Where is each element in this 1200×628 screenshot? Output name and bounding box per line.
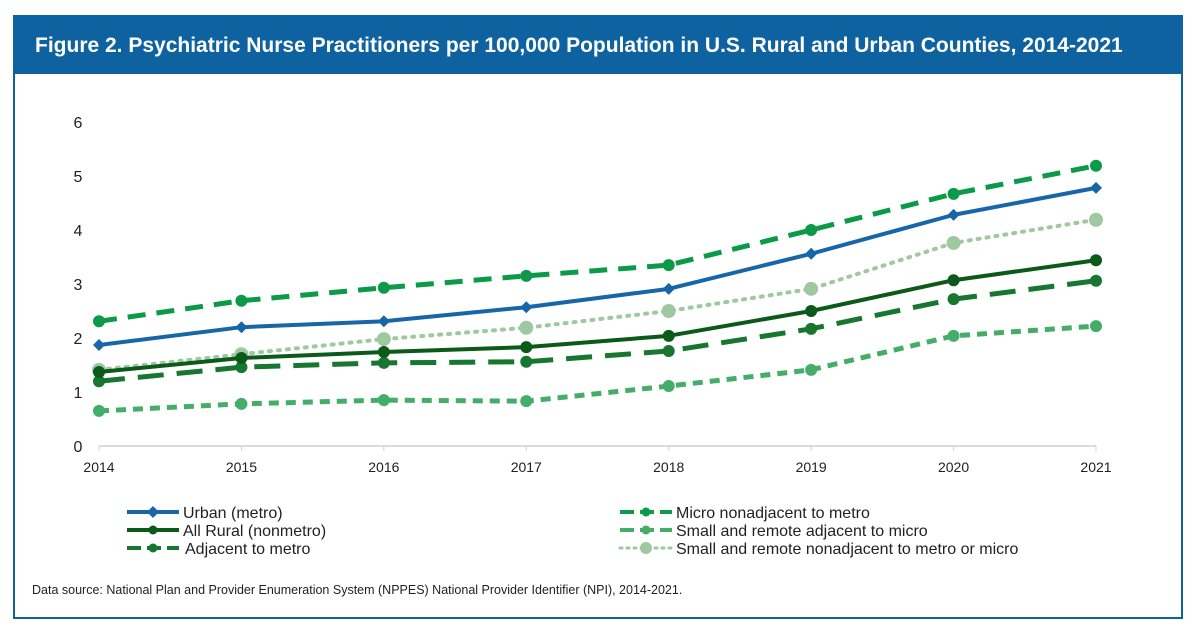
legend-label: Small and remote adjacent to micro: [676, 523, 928, 540]
legend-swatch-marker: [148, 543, 158, 553]
data-point: [377, 315, 390, 328]
data-point: [662, 259, 675, 272]
x-tick-label: 2014: [83, 459, 114, 475]
y-tick-label: 4: [74, 223, 83, 240]
y-tick-label: 5: [74, 169, 83, 186]
data-point: [377, 346, 390, 359]
legend-item: All Rural (nonmetro): [127, 523, 326, 540]
legend-label: All Rural (nonmetro): [183, 523, 326, 540]
legend-swatch-marker: [641, 507, 651, 517]
data-point: [235, 397, 248, 410]
data-point: [235, 321, 248, 334]
x-tick-label: 2021: [1080, 459, 1111, 475]
y-tick-label: 0: [74, 439, 83, 456]
y-tick-label: 6: [74, 115, 83, 132]
data-point: [662, 380, 675, 393]
data-point: [1090, 159, 1102, 172]
legend-label: Urban (metro): [183, 505, 283, 522]
series-line: [98, 163, 1097, 324]
data-point: [947, 208, 960, 221]
data-point: [377, 281, 390, 294]
legend-swatch-marker: [640, 542, 652, 554]
data-point: [1090, 254, 1102, 267]
legend-item: Small and remote adjacent to micro: [620, 523, 928, 540]
data-point: [520, 395, 533, 408]
series-line: [98, 258, 1097, 375]
data-point: [805, 247, 818, 260]
y-tick-label: 1: [74, 385, 83, 402]
data-point: [805, 305, 818, 317]
data-point: [1089, 212, 1103, 227]
data-point: [1090, 181, 1102, 194]
legend-item: Micro nonadjacent to metro: [620, 505, 870, 522]
data-point: [377, 356, 390, 369]
data-point: [947, 187, 960, 200]
data-point: [947, 274, 960, 287]
data-source-note: Data source: National Plan and Provider …: [32, 583, 683, 597]
data-point: [1090, 320, 1102, 333]
series-line: [98, 323, 1097, 414]
legend-label: Adjacent to metro: [185, 541, 311, 558]
series-line: [98, 278, 1097, 384]
data-point: [93, 404, 105, 417]
data-point: [662, 344, 675, 357]
legend-item: Adjacent to metro: [127, 541, 311, 558]
data-point: [376, 332, 391, 347]
data-point: [519, 320, 534, 335]
data-point: [805, 224, 818, 236]
data-point: [946, 235, 961, 250]
data-point: [661, 304, 676, 318]
x-tick-label: 2015: [226, 459, 257, 475]
data-point: [805, 363, 818, 376]
legend-swatch-marker: [147, 506, 159, 518]
series-line: [97, 217, 1098, 372]
x-tick-label: 2018: [653, 459, 684, 475]
y-tick-label: 2: [74, 331, 83, 348]
data-point: [520, 301, 533, 314]
x-tick-label: 2020: [938, 459, 969, 475]
data-point: [662, 329, 675, 342]
data-point: [947, 293, 960, 306]
series-all-rural-nonmetro-: [93, 254, 1102, 379]
data-point: [662, 282, 675, 295]
x-tick-label: 2016: [368, 459, 399, 475]
data-point: [93, 315, 105, 328]
data-point: [520, 269, 533, 282]
series-urban-metro-: [93, 181, 1102, 352]
chart-title: Figure 2. Psychiatric Nurse Practitioner…: [15, 17, 1181, 74]
legend-label: Small and remote nonadjacent to metro or…: [676, 541, 1018, 558]
legend-item: Urban (metro): [127, 505, 283, 522]
legend-label: Micro nonadjacent to metro: [676, 505, 870, 522]
data-point: [804, 281, 819, 296]
figure-frame: Figure 2. Psychiatric Nurse Practitioner…: [13, 15, 1183, 619]
legend-swatch-marker: [148, 525, 158, 535]
x-tick-label: 2019: [796, 459, 827, 475]
data-point: [93, 366, 105, 379]
data-point: [947, 329, 960, 342]
data-point: [520, 355, 533, 368]
series-micro-nonadjacent-to-metro: [93, 159, 1102, 328]
y-tick-label: 3: [74, 277, 83, 294]
data-point: [805, 322, 818, 335]
data-point: [520, 341, 533, 354]
data-point: [235, 351, 248, 364]
data-point: [93, 339, 105, 352]
data-point: [1090, 274, 1102, 287]
x-tick-label: 2017: [511, 459, 542, 475]
data-point: [93, 375, 105, 388]
series-adjacent-to-metro: [93, 274, 1102, 388]
series-line: [98, 185, 1097, 348]
legend-swatch-marker: [641, 525, 651, 535]
legend-item: Small and remote nonadjacent to metro or…: [618, 541, 1018, 558]
series-small-and-remote-adjacent-to-micro: [93, 320, 1102, 417]
data-point: [235, 294, 248, 307]
data-point: [377, 394, 390, 407]
data-point: [235, 361, 248, 374]
